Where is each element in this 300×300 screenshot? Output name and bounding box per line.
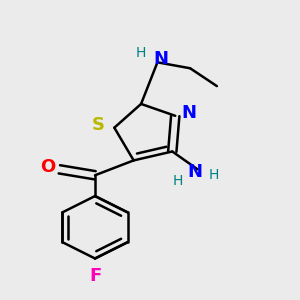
Text: N: N xyxy=(154,50,169,68)
Text: S: S xyxy=(92,116,104,134)
Text: N: N xyxy=(187,163,202,181)
Text: O: O xyxy=(40,158,55,176)
Text: F: F xyxy=(89,267,101,285)
Text: H: H xyxy=(136,46,146,60)
Text: H: H xyxy=(209,168,219,182)
Text: H: H xyxy=(173,174,183,188)
Text: N: N xyxy=(181,104,196,122)
